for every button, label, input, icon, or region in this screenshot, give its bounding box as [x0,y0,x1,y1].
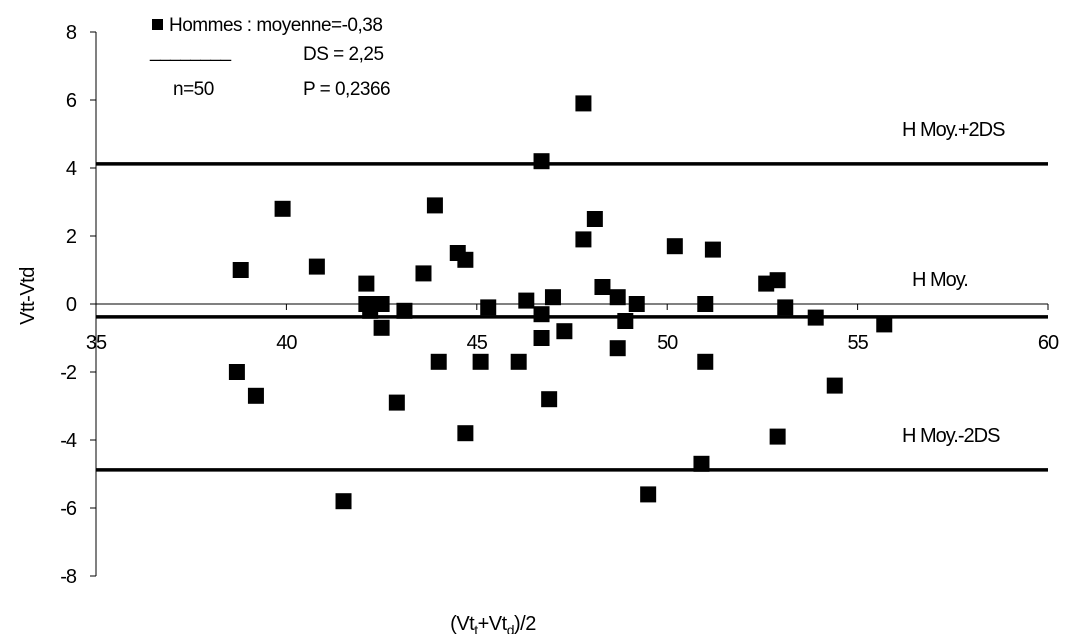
data-point [628,296,645,312]
y-tick-label: 8 [66,22,77,44]
data-point [415,265,432,282]
y-tick-label: 6 [66,90,77,112]
data-point [533,306,550,323]
data-point [518,292,535,309]
data-point [533,330,550,346]
data-point [457,251,474,268]
data-point [396,302,413,319]
data-point [358,275,375,292]
legend-n: n=50 [173,79,214,100]
data-point [769,428,786,445]
data-point [697,296,714,312]
x-tick-label: 50 [657,332,678,354]
data-point [274,200,291,217]
data-point [232,262,249,278]
x-axis-ticks: 35 40 45 50 55 60 [86,304,1060,354]
data-point [575,231,592,248]
data-point [510,353,527,370]
data-point [640,486,657,503]
data-point [777,299,794,316]
data-point [586,211,603,227]
x-title-sub-1: t [474,622,478,634]
legend-line-2: DS = 2,25 [303,44,384,65]
data-point [426,197,443,214]
x-tick-label: 60 [1038,332,1059,354]
data-point [704,241,721,258]
reference-lines: H Moy.+2DS H Moy. H Moy.-2DS [96,119,1048,472]
legend-line-1: Hommes : moyenne=-0,38 [169,15,382,36]
data-point [693,455,710,472]
y-tick-label: 0 [66,294,77,316]
legend-line-rule: ________ [149,41,231,62]
data-point [769,272,786,289]
data-point [594,279,611,295]
legend-p-value: P = 0,2366 [303,79,390,100]
data-point [228,364,245,380]
legend: Hommes : moyenne=-0,38 ________ DS = 2,2… [149,15,391,100]
data-point [472,353,489,370]
data-point [666,238,683,255]
data-point [807,309,824,326]
data-point [544,289,561,306]
data-point [826,377,843,394]
data-point [373,319,390,336]
data-point [388,394,405,411]
data-point [556,323,573,340]
reference-line-label: H Moy.-2DS [902,425,1000,447]
y-tick-label: -6 [60,498,77,520]
x-tick-label: 40 [276,332,297,354]
data-points [228,95,893,510]
data-point [430,353,447,370]
x-title-part-2: +Vt [478,613,508,634]
data-point [480,299,497,316]
data-point [617,313,634,329]
data-point [335,493,352,510]
x-tick-label: 35 [86,332,107,354]
y-axis-ticks: 8 6 4 2 0 -2 -4 -6 -8 [60,22,96,588]
reference-line-label: H Moy.+2DS [902,119,1005,141]
x-title-part-1: (Vt [450,613,475,634]
data-point [247,387,264,404]
data-point [876,316,893,333]
data-point [697,353,714,370]
x-tick-label: 45 [467,332,488,354]
y-tick-label: 4 [66,158,77,180]
data-point [541,391,558,408]
x-axis-title: (Vtt+Vtd)/2 [450,613,536,634]
data-point [575,95,592,112]
data-point [308,258,325,275]
data-point [457,425,474,442]
y-tick-label: -4 [60,430,77,452]
reference-line-label: H Moy. [912,269,968,291]
y-tick-label: 2 [66,226,77,248]
legend-marker [152,19,163,30]
x-title-part-3: )/2 [514,613,536,634]
data-point [373,296,390,312]
y-axis-title: Vtt-Vtd [17,267,39,325]
x-title-sub-2: d [507,622,514,634]
data-point [609,340,626,357]
data-point [533,153,550,170]
y-tick-label: -8 [60,566,77,588]
y-tick-label: -2 [60,362,77,384]
data-point [609,289,626,306]
x-tick-label: 55 [847,332,868,354]
